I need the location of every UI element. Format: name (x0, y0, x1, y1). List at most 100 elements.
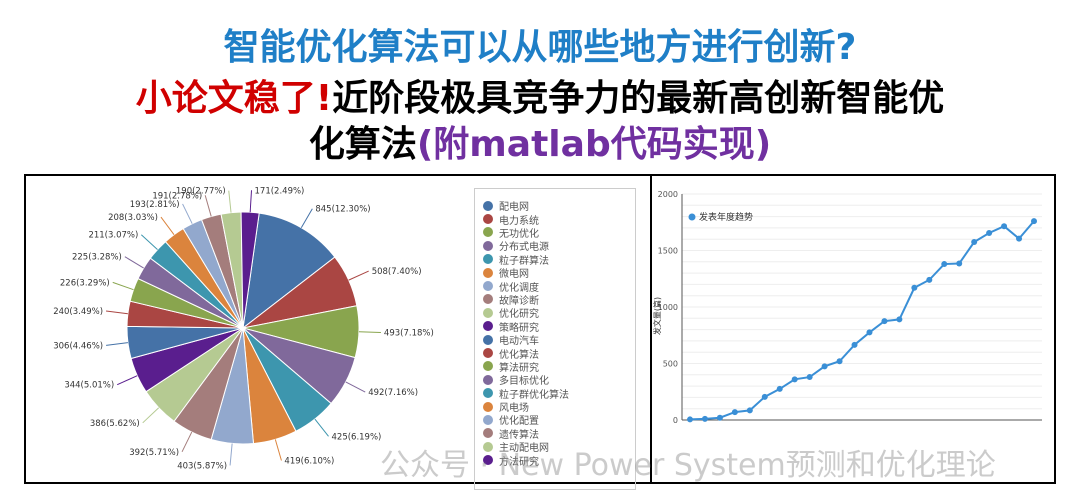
pie-data-label: 493(7.18%) (384, 328, 434, 338)
pie-leader-line (116, 375, 138, 386)
line-point (986, 229, 993, 236)
y-tick-label: 0 (673, 416, 678, 425)
line-point (791, 376, 798, 383)
pie-leader-line (314, 418, 329, 437)
legend-item[interactable]: 粒子群优化算法 (483, 386, 635, 401)
pie-data-label: 225(3.28%) (72, 253, 122, 263)
legend-swatch (483, 294, 493, 305)
y-tick-label: 2000 (658, 190, 678, 199)
pie-data-label: 208(3.03%) (108, 213, 158, 223)
pie-data-label: 211(3.07%) (88, 231, 138, 241)
line-point (866, 329, 873, 336)
pie-data-label: 386(5.62%) (90, 419, 140, 429)
legend-item[interactable]: 无功优化 (483, 226, 635, 240)
pie-data-label: 193(2.81%) (130, 200, 180, 210)
legend-item[interactable]: 风电场 (483, 400, 635, 414)
pie-data-label: 419(6.10%) (284, 457, 334, 467)
pie-leader-line (204, 195, 212, 217)
legend-item[interactable]: 主动配电网 (483, 440, 635, 455)
legend-swatch (483, 441, 493, 452)
legend-label: 策略研究 (499, 322, 539, 334)
legend-item[interactable]: 电动汽车 (483, 333, 635, 348)
title-red: 小论文稳了! (135, 78, 333, 119)
line-point (731, 409, 738, 416)
legend-item[interactable]: 粒子群算法 (483, 253, 635, 267)
pie-leader-line (112, 281, 134, 291)
legend-swatch (483, 227, 493, 238)
legend-label: 优化调度 (499, 282, 539, 294)
line-legend-marker (688, 213, 696, 221)
legend-swatch (483, 321, 493, 332)
pie-chart: 845(12.30%) 508(7.40%) 493(7.18%) 492(7.16%… (53, 186, 434, 471)
legend-item[interactable]: 方法研究 (483, 453, 635, 468)
legend-swatch (483, 361, 493, 372)
legend-label: 电动汽车 (499, 336, 539, 348)
pie-data-label: 425(6.19%) (332, 432, 382, 442)
pie-data-label: 171(2.49%) (255, 186, 305, 196)
legend-label: 分布式电源 (499, 242, 549, 254)
pie-leader-line (249, 190, 253, 213)
legend-swatch (483, 374, 493, 385)
line-point (687, 416, 693, 423)
legend-swatch (483, 401, 493, 412)
line-point (806, 374, 813, 381)
y-tick-label: 1000 (658, 303, 678, 312)
line-chart: 0 500 1000 1500 2000 发文量(篇) 发表年度趋势 (652, 190, 1042, 425)
legend-label: 粒子群算法 (499, 255, 549, 267)
pie-leader-line (140, 234, 158, 250)
legend-swatch (483, 281, 493, 292)
legend-item[interactable]: 优化研究 (483, 306, 635, 320)
pie-leader-line (181, 431, 193, 453)
pie-chart-panel: 845(12.30%) 508(7.40%) 493(7.18%) 492(7.16%… (24, 174, 652, 490)
pie-legend: 配电网电力系统 无功优化分布式电源 粒子群算法 微电网优化调度 故障诊断 优化研究策略研究… (474, 188, 636, 490)
legend-item[interactable]: 分布式电源 (483, 239, 635, 254)
y-tick-label: 1500 (658, 247, 678, 256)
pie-leader-line (160, 216, 175, 236)
pie-data-label: 403(5.87%) (177, 461, 227, 471)
legend-swatch (483, 307, 493, 318)
line-point (956, 260, 963, 267)
pie-leader-line (182, 203, 193, 224)
legend-label: 主动配电网 (499, 443, 549, 455)
pie-data-label: 392(5.71%) (129, 448, 179, 458)
legend-item[interactable]: 配电网 (483, 199, 635, 213)
legend-swatch (483, 347, 493, 358)
legend-swatch (483, 254, 493, 265)
legend-item[interactable]: 故障诊断 (483, 293, 635, 307)
legend-item[interactable]: 电力系统 (483, 212, 635, 227)
legend-item[interactable]: 策略研究 (483, 320, 635, 334)
legend-swatch (483, 267, 493, 278)
pie-data-label: 226(3.29%) (60, 278, 110, 288)
pie-data-label: 344(5.01%) (64, 381, 114, 391)
legend-swatch (483, 334, 493, 345)
pie-leader-line (106, 342, 128, 346)
line-point (836, 358, 843, 365)
legend-swatch (483, 414, 493, 425)
legend-item[interactable]: 优化算法 (483, 346, 635, 361)
legend-item[interactable]: 优化调度 (483, 279, 635, 294)
line-point (1001, 223, 1008, 230)
line-point (881, 318, 888, 325)
pie-leader-line (124, 256, 144, 269)
pie-leader-line (345, 381, 366, 393)
pie-data-label: 240(3.49%) (53, 307, 103, 317)
title-line1: 智能优化算法可以从哪些地方进行创新? (223, 27, 857, 68)
title-line3a: 化算法 (308, 124, 417, 165)
pie-data-label: 845(12.30%) (315, 205, 370, 215)
legend-item[interactable]: 多目标优化 (483, 373, 635, 388)
legend-label: 算法研究 (499, 362, 539, 374)
legend-label: 故障诊断 (499, 295, 539, 307)
legend-item[interactable]: 微电网 (483, 266, 635, 280)
watermark: 公众号 · New Power System预测和优化理论 (380, 448, 996, 483)
legend-item[interactable]: 算法研究 (483, 360, 635, 374)
title-rest: 近阶段极具竞争力的最新高创新智能优 (332, 78, 945, 119)
legend-item[interactable]: 遗传算法 (483, 427, 635, 441)
legend-label: 电力系统 (499, 215, 539, 227)
pie-data-label: 492(7.16%) (368, 388, 418, 398)
pie-data-label: 306(4.46%) (53, 341, 103, 351)
legend-item[interactable]: 优化配置 (483, 413, 635, 428)
legend-label: 多目标优化 (499, 376, 549, 388)
legend-label: 优化配置 (499, 416, 539, 428)
legend-label: 优化算法 (499, 349, 539, 361)
line-point (941, 261, 948, 268)
